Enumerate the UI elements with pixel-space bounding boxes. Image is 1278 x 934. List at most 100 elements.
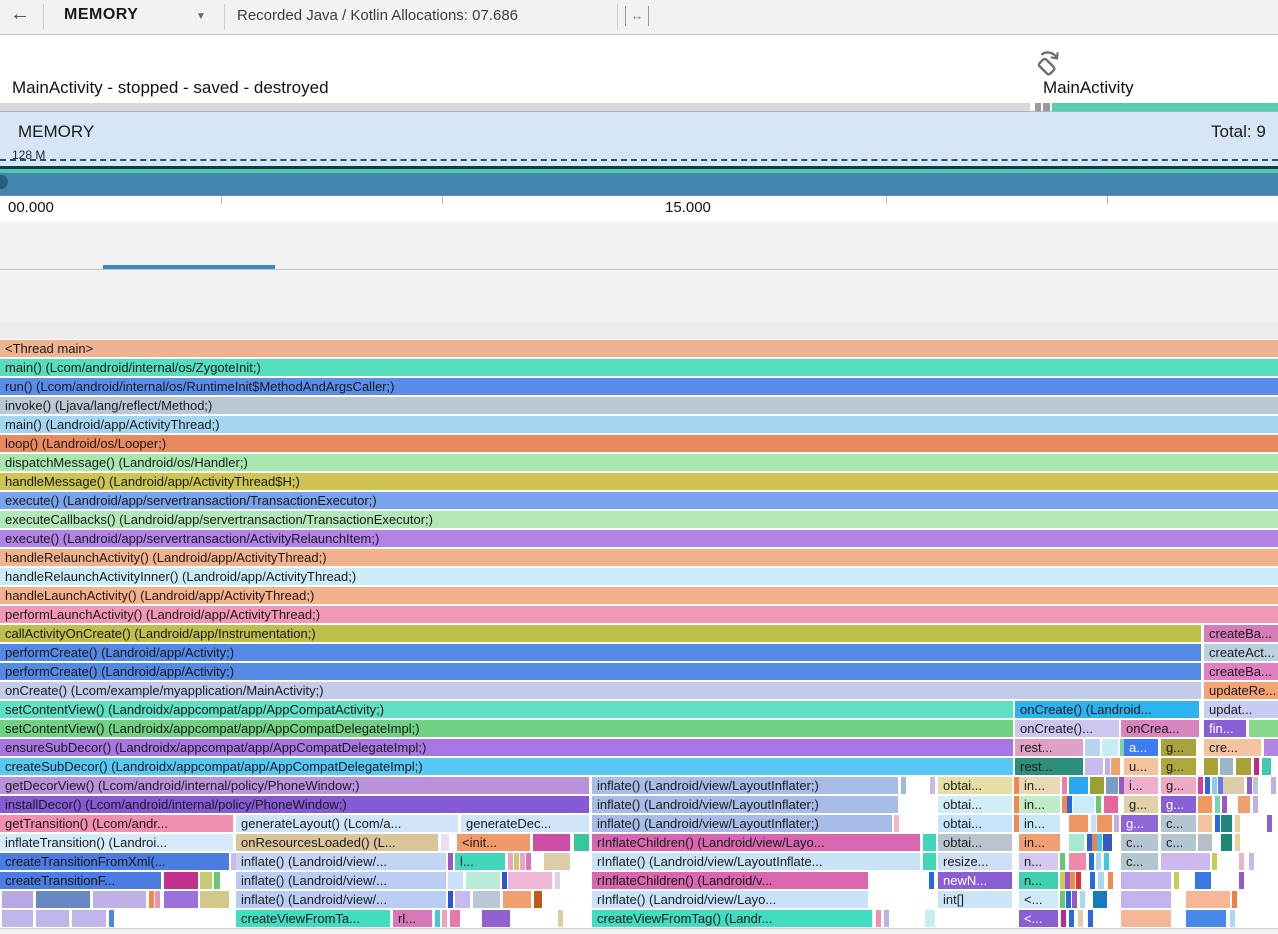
flame-segment[interactable] — [455, 891, 470, 908]
flame-segment[interactable]: <Thread main> — [0, 340, 1278, 357]
flame-segment[interactable]: obtai... — [938, 834, 1012, 851]
flame-segment[interactable] — [1111, 758, 1120, 775]
flame-segment[interactable]: handleLaunchActivity() (Landroid/app/Act… — [0, 587, 1278, 604]
flame-segment[interactable]: createSubDecor() (Landroidx/appcompat/ap… — [0, 758, 1013, 775]
flame-segment[interactable] — [1069, 777, 1088, 794]
flame-segment[interactable]: inflateTransition() (Landroi... — [0, 834, 233, 851]
flame-segment[interactable] — [448, 891, 453, 908]
flame-segment[interactable]: createTransitionFromXml(... — [0, 853, 229, 870]
flame-segment[interactable]: inflate() (Landroid/view/... — [236, 853, 446, 870]
flame-segment[interactable]: cre... — [1204, 739, 1261, 756]
flame-segment[interactable] — [894, 815, 899, 832]
flame-segment[interactable]: performLaunchActivity() (Landroid/app/Ac… — [0, 606, 1278, 623]
flame-segment[interactable] — [1238, 796, 1250, 813]
flame-segment[interactable] — [442, 910, 447, 927]
flame-segment[interactable]: n... — [1019, 853, 1058, 870]
back-button[interactable]: ← — [10, 3, 30, 25]
flame-segment[interactable] — [2, 910, 33, 927]
flame-segment[interactable]: fin... — [1204, 720, 1246, 737]
flame-segment[interactable] — [1119, 777, 1124, 794]
flame-segment[interactable]: setContentView() (Landroidx/appcompat/ap… — [0, 720, 1013, 737]
flame-segment[interactable] — [1174, 872, 1179, 889]
flame-segment[interactable] — [1014, 815, 1019, 832]
chevron-down-icon[interactable]: ▼ — [196, 11, 206, 22]
flame-segment[interactable] — [1253, 777, 1258, 794]
flame-segment[interactable] — [1014, 777, 1019, 794]
profiler-stage-dropdown[interactable]: MEMORY — [64, 6, 139, 23]
flame-segment[interactable] — [1065, 872, 1070, 889]
flame-segment[interactable]: g... — [1161, 739, 1196, 756]
flame-segment[interactable] — [1253, 796, 1258, 813]
flame-segment[interactable]: execute() (Landroid/app/servertransactio… — [0, 530, 1278, 547]
flame-segment[interactable] — [1235, 834, 1240, 851]
flame-segment[interactable] — [1080, 891, 1085, 908]
flame-segment[interactable] — [1062, 796, 1067, 813]
flame-segment[interactable] — [930, 777, 935, 794]
flame-segment[interactable] — [1104, 796, 1118, 813]
flame-segment[interactable] — [901, 777, 906, 794]
flame-segment[interactable] — [1088, 910, 1093, 927]
flame-segment[interactable]: onCreate() (Landroid... — [1015, 701, 1199, 718]
flame-segment[interactable] — [448, 872, 463, 889]
flame-segment[interactable] — [93, 891, 146, 908]
flame-segment[interactable] — [1232, 891, 1237, 908]
flame-segment[interactable] — [1060, 891, 1065, 908]
flame-segment[interactable] — [1073, 796, 1094, 813]
flame-segment[interactable] — [1239, 872, 1244, 889]
flame-segment[interactable] — [1106, 777, 1118, 794]
flame-segment[interactable] — [1195, 872, 1211, 889]
flame-segment[interactable] — [1121, 891, 1171, 908]
flame-segment[interactable] — [231, 853, 236, 870]
flame-segment[interactable] — [1215, 815, 1220, 832]
flame-segment[interactable] — [1093, 891, 1107, 908]
flame-segment[interactable] — [1186, 910, 1226, 927]
flame-segment[interactable] — [1212, 777, 1217, 794]
flame-segment[interactable] — [1249, 853, 1254, 870]
flame-segment[interactable] — [1222, 796, 1227, 813]
flame-segment[interactable] — [533, 834, 570, 851]
flame-segment[interactable]: executeCallbacks() (Landroid/app/servert… — [0, 511, 1278, 528]
flame-segment[interactable]: c... — [1161, 815, 1196, 832]
flame-segment[interactable]: g... — [1161, 777, 1196, 794]
flame-segment[interactable] — [1186, 891, 1230, 908]
flame-segment[interactable] — [1085, 739, 1100, 756]
flame-segment[interactable] — [1070, 872, 1075, 889]
flame-segment[interactable]: <init... — [457, 834, 530, 851]
flame-segment[interactable] — [558, 910, 563, 927]
flame-segment[interactable]: handleMessage() (Landroid/app/ActivityTh… — [0, 473, 1278, 490]
flame-segment[interactable] — [448, 853, 453, 870]
flame-segment[interactable]: n... — [1019, 872, 1058, 889]
flame-segment[interactable]: createAct... — [1204, 644, 1278, 661]
flame-segment[interactable] — [1069, 910, 1074, 927]
flame-segment[interactable] — [1220, 758, 1233, 775]
flame-segment[interactable]: in... — [1019, 834, 1060, 851]
flame-segment[interactable] — [1114, 815, 1119, 832]
flame-segment[interactable]: rInflateChildren() (Landroid/v... — [592, 872, 868, 889]
flame-segment[interactable] — [1218, 777, 1223, 794]
flame-segment[interactable] — [925, 910, 935, 927]
flame-segment[interactable] — [435, 910, 440, 927]
flame-segment[interactable] — [1121, 910, 1171, 927]
flame-segment[interactable] — [482, 910, 510, 927]
flame-segment[interactable] — [503, 891, 531, 908]
flame-segment[interactable]: inflate() (Landroid/view/... — [236, 872, 446, 889]
flame-segment[interactable]: rInflate() (Landroid/view/LayoutInflate.… — [592, 853, 920, 870]
zoom-to-fit-icon[interactable]: ↔ — [625, 6, 649, 26]
flame-segment[interactable]: run() (Lcom/android/internal/os/RuntimeI… — [0, 378, 1278, 395]
flame-segment[interactable]: onCreate()... — [1015, 720, 1119, 737]
flame-segment[interactable]: onCreate() (Lcom/example/myapplication/M… — [0, 682, 1201, 699]
flame-segment[interactable] — [155, 891, 160, 908]
flame-segment[interactable] — [1096, 796, 1101, 813]
flame-segment[interactable] — [1121, 872, 1171, 889]
flame-segment[interactable]: main() (Lcom/android/internal/os/ZygoteI… — [0, 359, 1278, 376]
flame-segment[interactable]: g... — [1161, 796, 1196, 813]
flame-segment[interactable] — [164, 891, 198, 908]
flame-segment[interactable] — [1102, 739, 1118, 756]
flame-segment[interactable]: obtai... — [938, 777, 1012, 794]
flame-segment[interactable]: createViewFromTag() (Landr... — [592, 910, 872, 927]
flame-segment[interactable]: obtai... — [938, 815, 1012, 832]
flame-segment[interactable]: createBa... — [1204, 663, 1278, 680]
flame-segment[interactable] — [555, 872, 560, 889]
flame-segment[interactable] — [1087, 834, 1092, 851]
flame-segment[interactable]: u... — [1124, 758, 1158, 775]
